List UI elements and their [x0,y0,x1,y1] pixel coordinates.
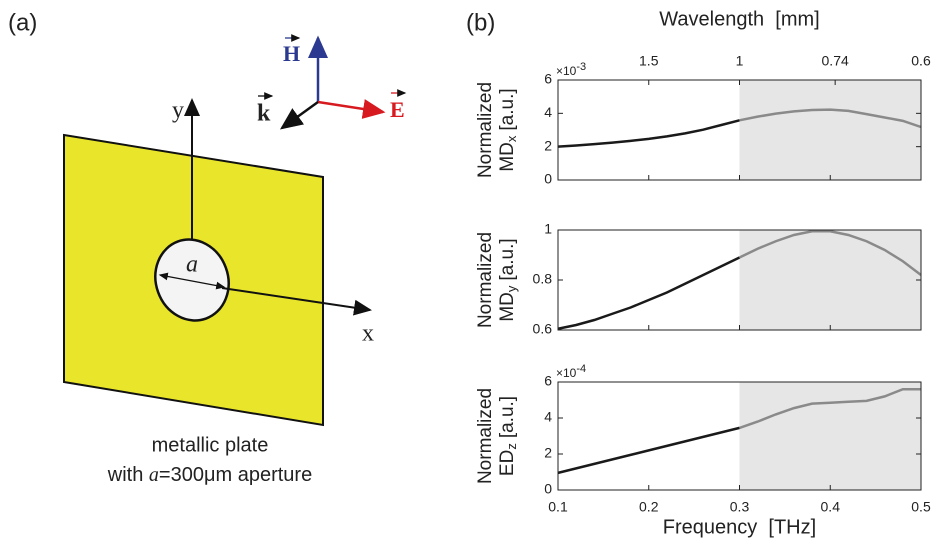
y-tick-label: 2 [544,445,552,461]
e-label: E [390,97,405,122]
caption-text: =300μm aperture [159,464,312,486]
multiplier-exponent: -3 [576,61,586,73]
y-tick-label: 0.6 [533,321,553,337]
x2-tick-label: 0.6 [911,53,931,69]
line-unshaded [558,258,740,329]
caption-text: with [107,464,149,486]
y-axis-title: Normalized [475,388,496,484]
y-tick-label: 4 [544,409,552,425]
shaded-region [740,382,922,490]
y-axis-label: y [172,98,184,124]
caption-line: with a=300μm aperture [107,464,312,487]
x-axis-title: Frequency [THz] [663,516,816,538]
multiplier-base: ×10 [556,366,577,380]
y-multiplier: ×10-3 [556,61,586,78]
x-tick-label: 0.4 [821,499,841,515]
caption-line: metallic plate [152,434,269,456]
figure: (a) y x a H E k metallic plate with a=30… [0,0,939,546]
x2-tick-label: 1 [736,53,744,69]
unit: [a.u.] [497,238,518,280]
shaded-region [740,80,922,180]
x-tick-label: 0.3 [730,499,750,515]
y-tick-label: 6 [544,71,552,87]
y-tick-label: 0 [544,481,552,497]
y-axis-title: Normalized [475,232,496,328]
x-tick-label: 0.2 [639,499,659,515]
y-tick-label: 4 [544,104,552,120]
y-axis-title: MDy [a.u.] [497,238,519,321]
unit: [a.u.] [497,88,518,130]
quantity: MD [497,142,518,172]
subscript: x [504,135,519,142]
h-label: H [283,41,300,66]
y-multiplier: ×10-4 [556,363,586,380]
panel-label: (b) [466,9,495,36]
e-vector [318,102,383,112]
aperture-label: a [186,252,198,278]
line-unshaded [558,120,740,146]
y-axis-title: Normalized [475,82,496,178]
x2-axis-title: Wavelength [mm] [659,8,819,30]
multiplier-base: ×10 [556,64,577,78]
quantity: ED [497,450,518,476]
panel-label: (a) [8,9,37,36]
caption-variable: a [149,464,159,486]
subscript: z [504,443,519,450]
y-axis-title: EDz [a.u.] [497,396,519,476]
x-tick-label: 0.1 [548,499,568,515]
x-tick-label: 0.5 [911,499,931,515]
x-axis-label: x [362,321,374,347]
y-tick-label: 0.8 [533,271,553,287]
y-tick-label: 2 [544,137,552,153]
k-vector [282,102,318,128]
quantity: MD [497,292,518,322]
y-axis-title: MDx [a.u.] [497,88,519,171]
multiplier-exponent: -4 [576,363,586,375]
unit: [a.u.] [497,396,518,438]
subscript: y [504,285,519,292]
x2-tick-label: 0.74 [822,53,849,69]
k-label: k [257,101,271,127]
line-unshaded [558,428,740,473]
y-tick-label: 6 [544,373,552,389]
y-tick-label: 1 [544,221,552,237]
x2-tick-label: 1.5 [639,53,659,69]
y-tick-label: 0 [544,171,552,187]
